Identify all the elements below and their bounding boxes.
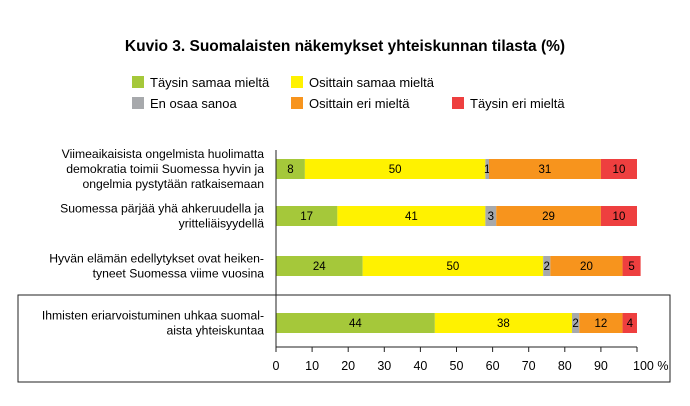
- data-label: 10: [613, 164, 626, 176]
- data-label: 41: [405, 211, 418, 223]
- legend: Täysin samaa mieltä Osittain samaa mieltä…: [132, 75, 565, 111]
- data-label: 50: [389, 164, 402, 176]
- x-tick-label: 60: [486, 359, 500, 373]
- legend-label: Osittain eri mieltä: [309, 96, 410, 111]
- data-label: 4: [627, 318, 634, 330]
- bar-segment: [485, 206, 497, 226]
- data-label: 29: [542, 211, 555, 223]
- category-label: Hyvän elämän edellytykset ovat heiken-: [49, 252, 264, 266]
- x-tick-label: 90: [594, 359, 608, 373]
- x-tick-label: 70: [522, 359, 536, 373]
- data-label: 50: [446, 261, 459, 273]
- x-tick-label: 100 %: [633, 359, 668, 373]
- bar-segment: [488, 159, 601, 179]
- category-label: Suomessa pärjää yhä ahkeruudella ja: [60, 202, 264, 216]
- x-tick-label: 20: [341, 359, 355, 373]
- bar-segment: [337, 206, 486, 226]
- legend-label: Täysin samaa mieltä: [150, 75, 270, 90]
- data-label: 31: [539, 164, 552, 176]
- x-tick-label: 30: [377, 359, 391, 373]
- category-label: yritteliäisyydellä: [179, 217, 265, 231]
- data-label: 44: [349, 318, 362, 330]
- legend-label: Osittain samaa mieltä: [309, 75, 435, 90]
- bars: 8 50 1 31 10 17 41 3 29 10 24 50 2 20 5 44 38 2 12 4: [17, 159, 671, 383]
- category-label: aista yhteiskuntaa: [166, 324, 264, 338]
- legend-swatch: [291, 97, 303, 109]
- category-labels: Viimeaikaisista ongelmista huolimattadem…: [42, 147, 264, 338]
- data-label: 38: [497, 318, 510, 330]
- category-label: demokratia toimii Suomessa hyvin ja: [66, 162, 264, 176]
- bar-segment: [622, 313, 637, 333]
- x-tick-label: 10: [305, 359, 319, 373]
- x-axis: 0 10 20 30 40 50 60 70 80 90 100 %: [273, 150, 668, 373]
- data-label: 5: [628, 261, 634, 273]
- data-label: 2: [572, 318, 578, 330]
- legend-swatch: [132, 76, 144, 88]
- bar-segment: [600, 159, 637, 179]
- bar-segment: [362, 256, 544, 276]
- bar-segment: [543, 256, 551, 276]
- data-label: 20: [580, 261, 593, 273]
- data-label: 17: [300, 211, 313, 223]
- bar-segment: [572, 313, 580, 333]
- data-label: 12: [595, 318, 608, 330]
- category-label: tyneet Suomessa viime vuosina: [93, 267, 265, 281]
- highlight-box: [17, 294, 671, 383]
- bar-segment: [550, 256, 623, 276]
- bar-segment: [485, 159, 489, 179]
- x-tick-label: 80: [558, 359, 572, 373]
- x-tick-label: 50: [450, 359, 464, 373]
- bar-segment: [579, 313, 623, 333]
- bar-segment: [276, 206, 338, 226]
- category-label: Ihmisten eriarvoistuminen uhkaa suomal-: [42, 309, 264, 323]
- chart-title: Kuvio 3. Suomalaisten näkemykset yhteisk…: [125, 38, 565, 55]
- legend-swatch: [132, 97, 144, 109]
- x-tick-label: 40: [413, 359, 427, 373]
- bar-segment: [496, 206, 601, 226]
- category-label: Viimeaikaisista ongelmista huolimatta: [62, 147, 265, 161]
- bar-segment: [622, 256, 641, 276]
- data-label: 24: [313, 261, 326, 273]
- data-label: 3: [488, 211, 494, 223]
- bar-segment: [276, 313, 435, 333]
- legend-label: En osaa sanoa: [150, 96, 238, 111]
- legend-label: Täysin eri mieltä: [470, 96, 565, 111]
- bar-segment: [304, 159, 486, 179]
- legend-swatch: [291, 76, 303, 88]
- category-label: ongelmia pystytään ratkaisemaan: [82, 177, 264, 191]
- data-label: 10: [613, 211, 626, 223]
- data-label: 1: [484, 164, 490, 176]
- bar-segment: [600, 206, 637, 226]
- data-label: 8: [287, 164, 293, 176]
- bar-segment: [276, 256, 363, 276]
- bar-segment: [434, 313, 573, 333]
- data-label: 2: [544, 261, 550, 273]
- legend-swatch: [452, 97, 464, 109]
- x-tick-label: 0: [273, 359, 280, 373]
- bar-segment: [276, 159, 305, 179]
